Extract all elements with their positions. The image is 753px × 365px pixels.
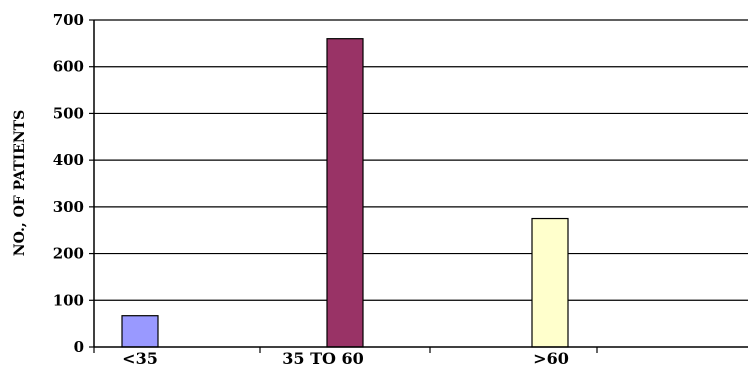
bar bbox=[121, 315, 159, 348]
x-category-label: 35 TO 60 bbox=[282, 349, 364, 365]
y-tick-label: 500 bbox=[53, 104, 84, 122]
y-tick-label: 400 bbox=[53, 151, 84, 169]
bar bbox=[531, 217, 569, 348]
x-category-label: >60 bbox=[533, 349, 569, 365]
category-labels: <35 35 TO 60 >60 bbox=[122, 349, 569, 365]
bars bbox=[121, 38, 569, 348]
gridlines bbox=[94, 19, 748, 301]
x-category-label: <35 bbox=[122, 349, 158, 365]
y-tick-label: 200 bbox=[53, 245, 84, 263]
tick-labels: 0 100 200 300 400 500 600 700 bbox=[53, 11, 598, 356]
y-tick-label: 600 bbox=[53, 58, 84, 76]
bar bbox=[326, 38, 364, 348]
y-tick-label: 100 bbox=[53, 291, 84, 309]
axes bbox=[93, 20, 748, 348]
y-tick-label: 700 bbox=[53, 11, 84, 29]
y-tick-label: 300 bbox=[53, 198, 84, 216]
y-tick-label: 0 bbox=[74, 338, 84, 356]
y-axis-title: NO., OF PATIENTS bbox=[12, 110, 28, 256]
